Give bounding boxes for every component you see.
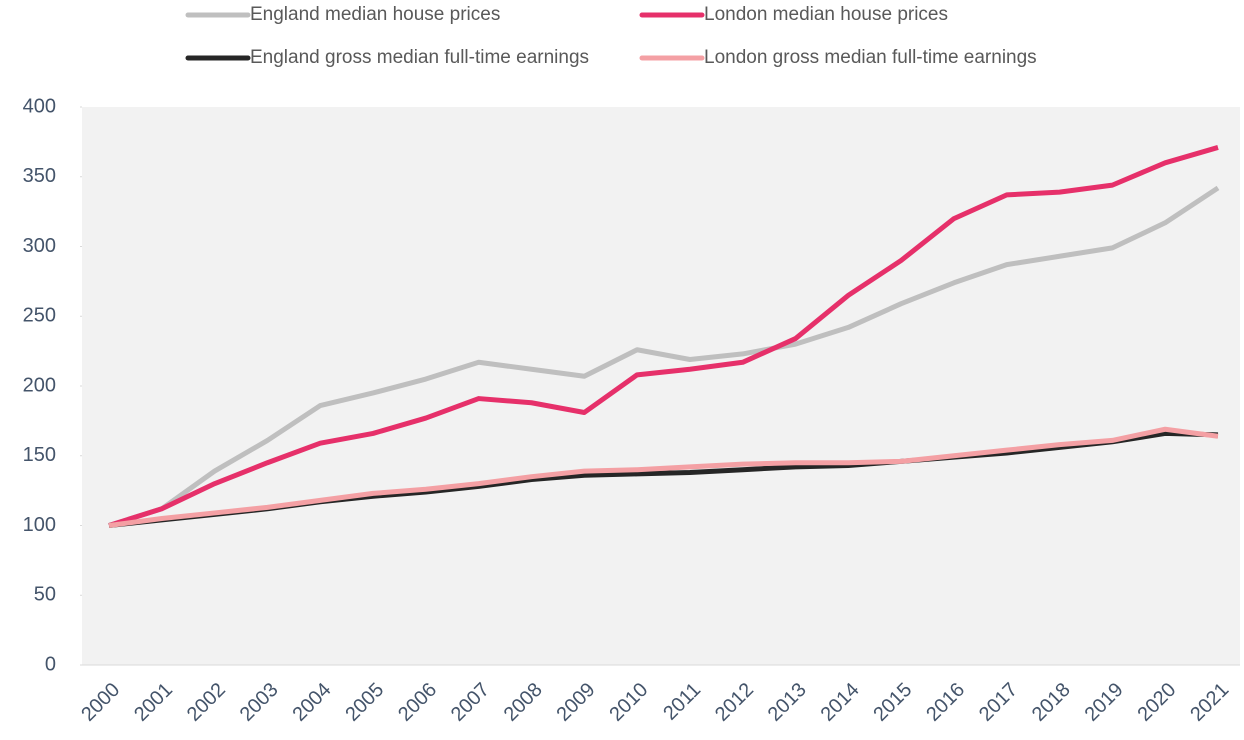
plot-area [82,107,1240,665]
x-tick-label: 2005 [341,679,388,726]
x-tick-label: 2019 [1081,679,1128,726]
x-tick-label: 2016 [922,679,969,726]
x-tick-label: 2012 [711,679,758,726]
y-tick-label: 50 [34,584,56,606]
x-tick-label: 2006 [394,679,441,726]
x-tick-label: 2017 [975,679,1022,726]
x-tick-label: 2000 [77,679,124,726]
legend-label: London gross median full-time earnings [704,47,1037,68]
x-tick-label: 2011 [659,679,705,725]
y-tick-label: 0 [45,653,56,675]
y-tick-label: 400 [23,95,56,117]
line-series [108,185,1220,528]
x-tick-label: 2003 [236,679,283,726]
x-tick-label: 2002 [183,679,230,726]
y-tick-label: 300 [23,235,56,257]
x-tick-label: 2008 [500,679,547,726]
legend-label: England gross median full-time earnings [250,47,589,68]
x-tick-label: 2021 [1186,679,1233,726]
x-tick-label: 2020 [1133,679,1180,726]
y-tick-label: 250 [23,305,56,327]
x-tick-label: 2013 [764,679,811,726]
line-series [108,426,1219,528]
x-tick-label: 2009 [553,679,600,726]
y-tick-label: 200 [23,374,56,396]
x-tick-label: 2001 [130,679,177,726]
y-tick-label: 350 [23,165,56,187]
x-tick-label: 2010 [605,679,652,726]
x-tick-label: 2015 [869,679,916,726]
y-tick-label: 150 [23,444,56,466]
legend-label: London median house prices [704,4,948,25]
x-tick-label: 2007 [447,679,494,726]
x-tick-label: 2018 [1028,679,1075,726]
x-tick-label: 2004 [288,679,335,726]
y-tick-label: 100 [23,514,56,536]
line-series [108,145,1219,528]
legend-label: England median house prices [250,4,500,25]
x-tick-label: 2014 [817,679,864,726]
